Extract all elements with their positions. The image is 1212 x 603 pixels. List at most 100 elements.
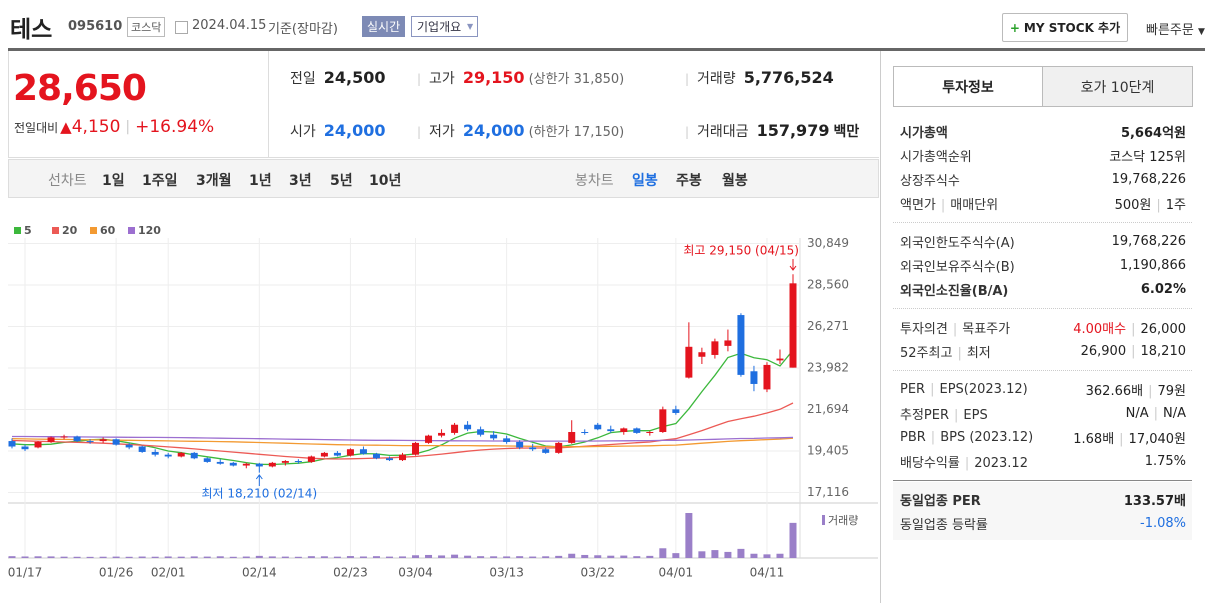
header-rule xyxy=(8,48,1205,51)
volume-bar xyxy=(346,556,354,558)
label-text: 매매단위 xyxy=(950,197,999,213)
label-text: 동일업종 등락률 xyxy=(900,517,988,533)
mystock-text: MY STOCK 추가 xyxy=(1023,21,1121,35)
volume-bar xyxy=(412,555,420,558)
period-tab[interactable]: 1일 xyxy=(102,173,125,189)
info-label: 시가총액순위 xyxy=(900,146,972,165)
tab[interactable]: 호가 10단계 xyxy=(1042,66,1193,107)
volume-bar xyxy=(203,556,211,558)
mystock-button[interactable]: + MY STOCK 추가 xyxy=(1002,13,1128,42)
volume-bar xyxy=(490,556,498,558)
volume-bar xyxy=(646,555,654,558)
label-text: 액면가 xyxy=(900,197,936,213)
info-label: 외국인보유주식수(B) xyxy=(900,256,1015,275)
legend-swatch xyxy=(14,227,21,234)
candle-body xyxy=(607,429,615,432)
candle-tab[interactable]: 일봉 xyxy=(632,173,658,189)
candle-body xyxy=(255,463,263,467)
volume-bar xyxy=(281,556,289,558)
volume-bar xyxy=(21,556,29,558)
volume-bar xyxy=(633,556,641,558)
quote-value: 24,000 xyxy=(323,121,386,140)
y-tick-label: 23,982 xyxy=(807,360,849,374)
volume-bar xyxy=(399,556,406,558)
volume-bar xyxy=(164,556,172,558)
volume-bar xyxy=(255,555,263,558)
label-text: 투자의견 xyxy=(900,321,948,337)
quote-value: 29,150 xyxy=(462,68,525,87)
candle-body xyxy=(451,424,459,433)
period-tab[interactable]: 10년 xyxy=(369,173,402,189)
value-text: 6.02% xyxy=(1140,281,1186,297)
candle-tab[interactable]: 월봉 xyxy=(722,173,748,189)
overview-dropdown[interactable]: 기업개요 ▼ xyxy=(411,16,479,37)
candle-body xyxy=(542,449,550,453)
x-tick-label: 04/11 xyxy=(750,566,785,580)
quote-item: | 거래량 5,776,524 xyxy=(685,68,834,88)
y-tick-label: 21,694 xyxy=(807,402,849,416)
info-row: PER | EPS(2023.12) 362.66배 | 79원 xyxy=(900,378,1186,400)
value-text: 1,190,866 xyxy=(1119,257,1186,273)
volume-bar xyxy=(242,556,250,558)
label-text: PER xyxy=(900,381,926,397)
value-text: 코스닥 125위 xyxy=(1109,149,1186,165)
info-value: 500원 | 1주 xyxy=(1115,194,1186,213)
quote-item: 시가 24,000 xyxy=(290,121,386,141)
separator: | xyxy=(1153,405,1158,421)
quote-divider xyxy=(268,51,269,158)
basis: 기준(장마감) xyxy=(268,22,338,37)
info-value: 1.75% xyxy=(1145,454,1186,469)
candle-body xyxy=(724,340,732,346)
separator: | xyxy=(1131,321,1136,337)
period-tab[interactable]: 5년 xyxy=(330,173,353,189)
candle-body xyxy=(320,452,328,457)
label-text: 외국인한도주식수(A) xyxy=(900,235,1015,251)
candle-body xyxy=(711,341,719,355)
info-value: 1,190,866 xyxy=(1120,258,1186,273)
volume-bar xyxy=(294,556,302,558)
value-text: 19,768,226 xyxy=(1111,171,1186,187)
volume-bar xyxy=(581,554,589,558)
separator: | xyxy=(417,125,422,139)
realtime-button[interactable]: 실시간 xyxy=(362,16,406,37)
label-text: 2023.12 xyxy=(974,455,1028,471)
separator: | xyxy=(1156,197,1161,213)
candle-body xyxy=(581,432,589,434)
info-label: 투자의견 | 목표주가 xyxy=(900,318,1010,337)
separator: | xyxy=(685,72,690,86)
volume-bar xyxy=(216,556,224,558)
period-tab[interactable]: 3년 xyxy=(289,173,312,189)
candle-tab[interactable]: 주봉 xyxy=(676,173,702,189)
period-tab[interactable]: 1년 xyxy=(249,173,272,189)
info-label: 외국인한도주식수(A) xyxy=(900,232,1015,251)
separator: | xyxy=(954,407,959,423)
tab-active[interactable]: 투자정보 xyxy=(893,66,1043,106)
info-row: 동일업종 등락률 -1.08% xyxy=(900,512,1186,534)
info-label: 동일업종 PER xyxy=(900,490,981,509)
value-text: 1.75% xyxy=(1144,453,1186,469)
separator: | xyxy=(952,321,958,337)
volume-bar xyxy=(359,556,367,558)
stock-name: 테스 xyxy=(10,17,53,43)
volume-bar xyxy=(555,555,563,558)
value-text: 19,768,226 xyxy=(1111,233,1186,249)
candle-body xyxy=(281,461,289,463)
volume-bar xyxy=(34,556,42,558)
volume-bar xyxy=(8,556,16,558)
candle-body xyxy=(151,451,159,455)
market-badge: 코스닥 xyxy=(127,17,166,37)
section-bg xyxy=(893,482,1192,540)
candle-body xyxy=(750,371,758,384)
period-tab[interactable]: 3개월 xyxy=(196,173,232,189)
info-value: 코스닥 125위 xyxy=(1109,146,1186,165)
quick-order[interactable]: 빠른주문 ▼ xyxy=(1146,23,1205,38)
volume-bar xyxy=(464,555,472,558)
change-pct: +16.94% xyxy=(135,117,215,137)
candle-body xyxy=(685,346,693,378)
section-rule xyxy=(893,480,1192,481)
legend-label: 5 xyxy=(24,224,32,237)
candle-body xyxy=(99,439,107,442)
period-tab[interactable]: 1주일 xyxy=(142,173,178,189)
stock-code: 095610 xyxy=(68,19,123,34)
